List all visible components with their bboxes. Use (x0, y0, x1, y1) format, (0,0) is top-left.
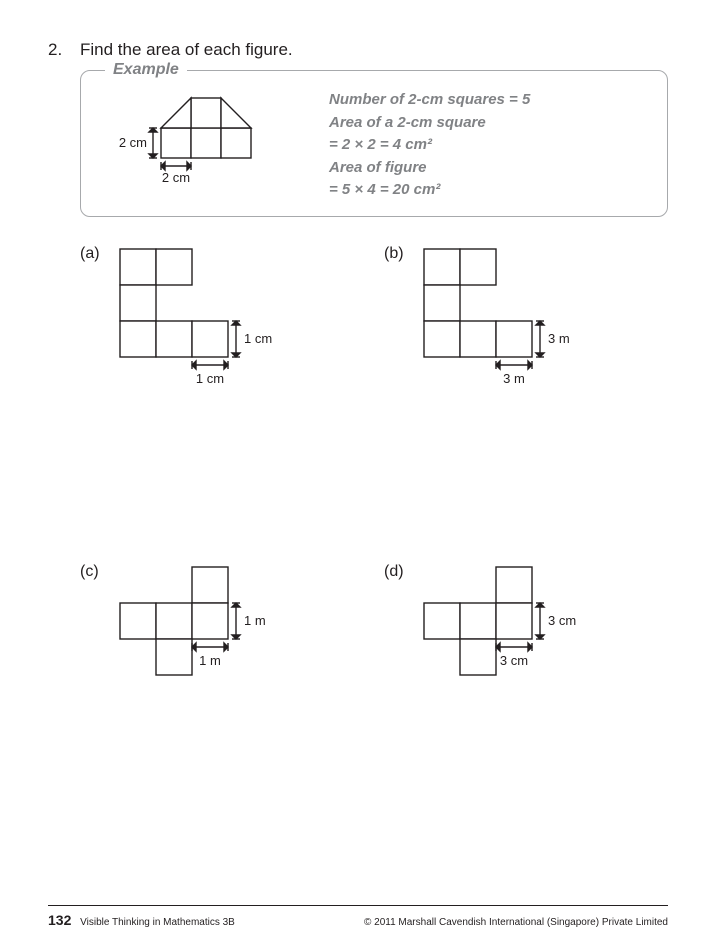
copyright: © 2011 Marshall Cavendish International … (364, 917, 668, 928)
problem: (c) 1 m 1 m (80, 563, 364, 711)
footer: 132 Visible Thinking in Mathematics 3B ©… (0, 912, 716, 928)
example-box: Example 2 cm2 cm Number of 2-cm squares … (80, 70, 668, 217)
example-line: = 5 × 4 = 20 cm² (329, 179, 530, 202)
worksheet-page: 2. Find the area of each figure. Example… (0, 0, 716, 948)
example-line: Area of figure (329, 157, 530, 180)
svg-text:1 cm: 1 cm (244, 331, 272, 346)
example-line: = 2 × 2 = 4 cm² (329, 134, 530, 157)
svg-text:2 cm: 2 cm (162, 170, 190, 185)
problem: (b) 3 m 3 m (384, 245, 668, 393)
example-text: Number of 2-cm squares = 5 Area of a 2-c… (329, 89, 530, 202)
problem-label: (c) (80, 563, 104, 581)
problem-label: (d) (384, 563, 408, 581)
problem: (a) 1 cm 1 cm (80, 245, 364, 393)
svg-text:3 m: 3 m (503, 371, 525, 386)
svg-text:1 cm: 1 cm (196, 371, 224, 386)
problem-figure: 3 cm 3 cm (420, 563, 608, 711)
svg-text:3 cm: 3 cm (500, 653, 528, 668)
example-figure: 2 cm 2 cm (101, 90, 301, 200)
svg-text:1 m: 1 m (244, 613, 266, 628)
problem-figure: 3 m 3 m (420, 245, 608, 393)
svg-text:3 cm: 3 cm (548, 613, 576, 628)
example-line: Number of 2-cm squares = 5 (329, 89, 530, 112)
question-number: 2. (48, 40, 68, 60)
example-line: Area of a 2-cm square (329, 112, 530, 135)
book-title: Visible Thinking in Mathematics 3B (80, 917, 235, 928)
problem-figure: 1 cm 1 cm (116, 245, 304, 393)
problem: (d) 3 cm 3 cm (384, 563, 668, 711)
svg-text:3 m: 3 m (548, 331, 570, 346)
problem-figure: 1 m 1 m (116, 563, 304, 711)
footer-left: 132 Visible Thinking in Mathematics 3B (48, 912, 235, 928)
problems-grid: (a) 1 cm 1 cm (b) 3 m 3 m (c) 1 m 1 m (d) 3 cm 3 cm (80, 245, 668, 711)
problem-label: (b) (384, 245, 408, 263)
question-text: Find the area of each figure. (80, 40, 293, 60)
svg-text:2 cm: 2 cm (119, 135, 147, 150)
page-number: 132 (48, 912, 71, 928)
example-legend: Example (105, 61, 187, 79)
footer-rule (48, 905, 668, 906)
question: 2. Find the area of each figure. (48, 40, 668, 60)
svg-text:1 m: 1 m (199, 653, 221, 668)
problem-label: (a) (80, 245, 104, 263)
